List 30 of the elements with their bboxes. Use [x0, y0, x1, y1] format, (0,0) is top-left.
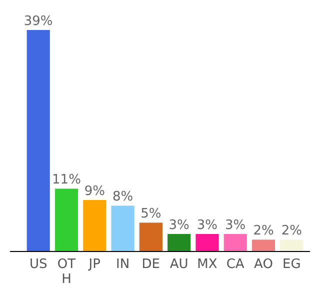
bar — [26, 30, 50, 251]
data-label: 2% — [281, 224, 302, 239]
data-label: 9% — [84, 184, 105, 199]
data-label: 3% — [168, 218, 190, 233]
bar — [252, 240, 276, 251]
x-tick-label: CA — [226, 257, 244, 272]
x-tick-label: MX — [197, 257, 218, 272]
data-label: 8% — [112, 190, 134, 205]
bar — [139, 222, 162, 251]
x-tick-label: OTH — [57, 257, 76, 287]
x-tick-label: IN — [116, 257, 130, 272]
x-tick-label: DE — [142, 257, 160, 272]
bar — [224, 234, 247, 251]
data-label: 3% — [225, 218, 246, 233]
bar — [168, 234, 191, 251]
bar — [111, 206, 134, 251]
data-label: 11% — [52, 172, 81, 188]
bar — [280, 240, 304, 251]
x-tick-label: US — [29, 257, 48, 272]
x-tick-label: JP — [88, 257, 101, 272]
data-label: 3% — [196, 218, 218, 233]
bar — [196, 234, 219, 251]
x-tick-label: AO — [254, 257, 273, 272]
data-label: 39% — [24, 14, 53, 29]
x-tick-label: EG — [282, 257, 301, 272]
x-tick-label: AU — [170, 257, 188, 272]
data-label: 5% — [140, 206, 162, 222]
data-label: 2% — [253, 224, 274, 239]
bar — [54, 188, 78, 251]
bar — [83, 200, 106, 251]
